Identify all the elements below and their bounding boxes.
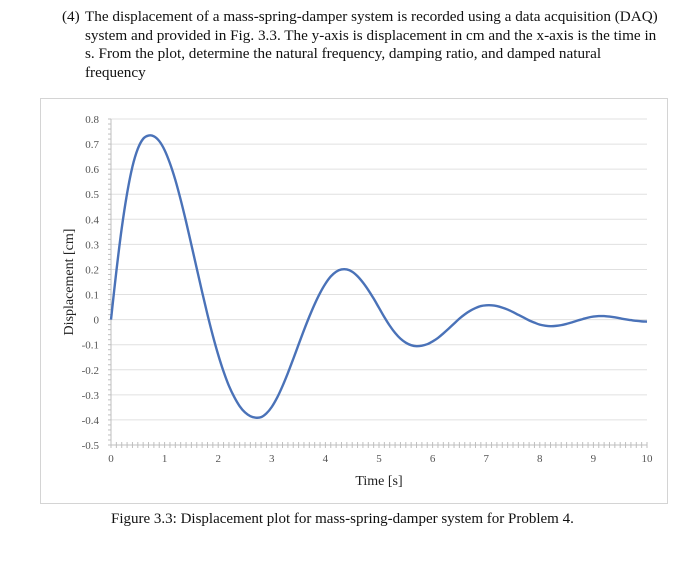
y-tick-label: 0 [94,315,100,327]
y-tick-label: 0.1 [85,290,99,302]
series-line [109,134,648,419]
y-tick-label: -0.1 [82,340,99,352]
x-tick-label: 9 [591,453,597,465]
x-tick-label: 8 [537,453,543,465]
x-tick-label: 0 [108,453,114,465]
y-tick-label: -0.4 [82,415,100,427]
chart-area: 0.8 0.7 0.6 0.5 0.4 0.3 0.2 0.1 0 -0.1 -0.2 -0.3 -0.… [40,98,668,504]
x-tick-label: 1 [162,453,168,465]
problem-statement: (4) The displacement of a mass-spring-da… [62,8,662,82]
x-axis-title: Time [s] [355,474,402,489]
y-tick-label: 0.8 [85,114,99,126]
y-tick-label: -0.5 [82,440,100,452]
y-tick-label: 0.7 [85,139,99,151]
y-tick-label: 0.2 [85,264,99,276]
x-tick-label: 3 [269,453,275,465]
y-tick-label: 0.4 [85,214,99,226]
x-tick-label: 10 [642,453,654,465]
problem-text: The displacement of a mass-spring-damper… [85,8,658,81]
y-axis-title: Displacement [cm] [62,229,77,336]
problem-number: (4) [62,8,80,25]
x-tick-label: 2 [215,453,221,465]
y-tick-label: 0.5 [85,189,99,201]
y-tick-label: 0.3 [85,239,99,251]
x-tick-label: 5 [376,453,382,465]
x-tick-label: 4 [323,453,329,465]
y-tick-label: -0.3 [82,390,100,402]
y-tick-label: 0.6 [85,164,99,176]
displacement-chart: 0.8 0.7 0.6 0.5 0.4 0.3 0.2 0.1 0 -0.1 -0.2 -0.3 -0.… [62,114,654,489]
y-tick-label: -0.2 [82,365,99,377]
x-tick-label: 6 [430,453,436,465]
figure-caption: Figure 3.3: Displacement plot for mass-s… [111,511,574,527]
x-tick-label: 7 [483,453,489,465]
